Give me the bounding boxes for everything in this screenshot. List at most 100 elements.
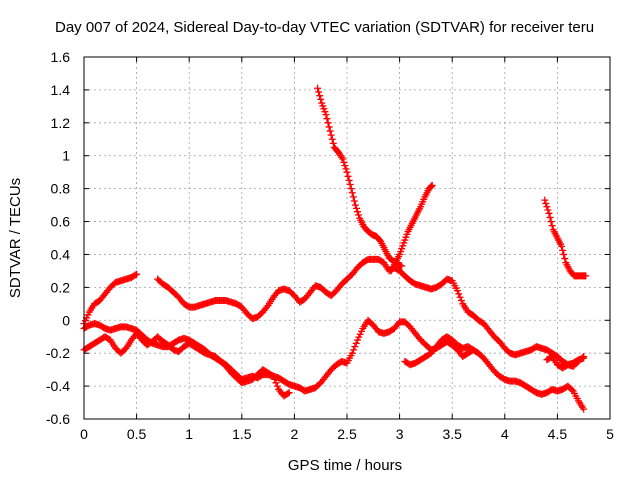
data-point (284, 389, 292, 397)
data-point (326, 127, 334, 135)
satellite-track-2 (154, 255, 588, 369)
data-point (350, 197, 358, 205)
data-point (346, 181, 354, 189)
data-point (548, 222, 556, 230)
y-tick-label: -0.2 (46, 345, 70, 361)
data-point (329, 139, 337, 147)
data-point (455, 290, 463, 298)
data-point (541, 196, 549, 204)
data-series (80, 84, 590, 413)
data-point (272, 379, 280, 387)
data-point (263, 303, 271, 311)
data-point (352, 204, 360, 212)
data-point (347, 185, 355, 193)
satellite-track-5 (314, 84, 406, 270)
data-point (355, 211, 363, 219)
data-point (560, 250, 568, 258)
data-point (354, 208, 362, 216)
satellite-track-9 (543, 352, 588, 372)
y-tick-label: -0.4 (46, 378, 70, 394)
data-point (314, 84, 322, 92)
y-tick-label: 1.4 (51, 82, 71, 98)
y-axis-label: SDTVAR / TECUs (7, 178, 24, 298)
data-point (542, 199, 550, 207)
data-point (133, 270, 141, 278)
satellite-track-7 (541, 196, 590, 280)
data-point (427, 183, 435, 191)
data-point (342, 165, 350, 173)
y-tick-label: -0.6 (46, 411, 70, 427)
data-point (338, 153, 346, 161)
data-point (457, 297, 465, 305)
chart-title: Day 007 of 2024, Sidereal Day-to-day VTE… (55, 19, 594, 36)
data-point (316, 92, 324, 100)
data-point (285, 389, 293, 397)
x-tick-label: 4 (501, 426, 509, 442)
data-point (398, 262, 406, 270)
x-tick-label: 2 (291, 426, 299, 442)
y-tick-labels: -0.6 -0.4 -0.2 0 0.2 0.4 0.6 0.8 1 1.2 1.4 1.6 (46, 49, 70, 427)
data-point (350, 346, 358, 354)
x-tick-label: 4.5 (548, 426, 568, 442)
x-tick-label: 2.5 (337, 426, 357, 442)
data-point (351, 201, 359, 209)
data-point (558, 242, 566, 250)
x-tick-labels: 0 0.5 1 1.5 2 2.5 3 3.5 4 4.5 5 (80, 426, 614, 442)
data-point (345, 176, 353, 184)
y-tick-label: 0 (62, 312, 70, 328)
data-point (582, 272, 590, 280)
data-point (327, 131, 335, 139)
data-point (468, 345, 476, 353)
plot-frame (83, 56, 611, 420)
x-tick-label: 1.5 (232, 426, 252, 442)
x-axis-label: GPS time / hours (288, 457, 402, 474)
data-point (341, 162, 349, 170)
data-point (352, 339, 360, 347)
y-tick-label: 0.8 (51, 181, 71, 197)
data-point (561, 255, 569, 263)
data-point (568, 386, 576, 394)
x-tick-label: 1 (185, 426, 193, 442)
data-point (559, 246, 567, 254)
data-point (453, 287, 461, 295)
data-point (547, 218, 555, 226)
data-point (349, 193, 357, 201)
y-tick-label: 1.6 (51, 49, 71, 65)
data-point (315, 88, 323, 96)
data-point (428, 181, 436, 189)
data-point (351, 343, 359, 351)
data-point (325, 123, 333, 131)
data-point (131, 271, 139, 279)
x-tick-label: 0.5 (127, 426, 147, 442)
data-point (271, 376, 279, 384)
y-tick-label: 1 (62, 148, 70, 164)
data-point (578, 354, 586, 362)
data-point (348, 349, 356, 357)
y-tick-label: 0.4 (51, 246, 71, 262)
data-point (543, 203, 551, 211)
data-point (317, 95, 325, 103)
data-point (427, 182, 435, 190)
data-point (324, 119, 332, 127)
data-point (269, 372, 277, 380)
data-point (339, 155, 347, 163)
data-point (456, 293, 464, 301)
data-point (328, 135, 336, 143)
data-point (273, 382, 281, 390)
x-tick-label: 3.5 (442, 426, 462, 442)
data-point (544, 206, 552, 214)
y-tick-label: 0.6 (51, 214, 71, 230)
data-point (580, 352, 588, 360)
x-tick-label: 3 (396, 426, 404, 442)
satellite-track-8 (401, 333, 477, 369)
data-point (580, 405, 588, 413)
satellite-track-6 (387, 181, 436, 275)
data-point (348, 189, 356, 197)
data-point (268, 371, 276, 379)
data-point (545, 209, 553, 217)
data-point (469, 346, 477, 354)
x-tick-label: 0 (80, 426, 88, 442)
x-tick-label: 5 (606, 426, 614, 442)
